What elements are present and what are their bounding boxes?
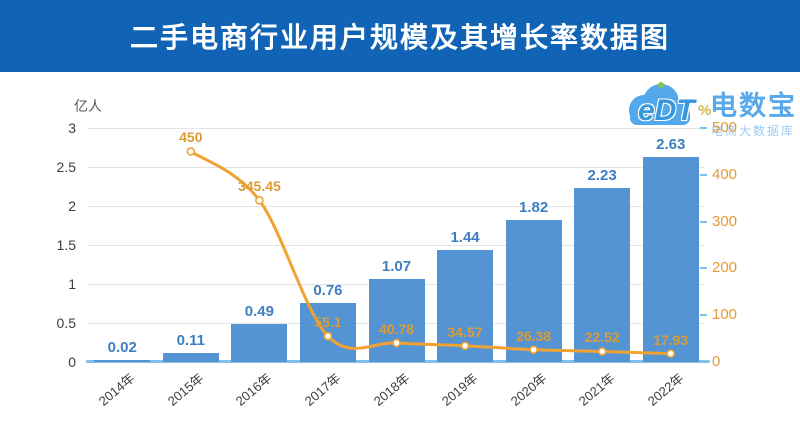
y-axis-label-left: 0 — [68, 354, 76, 370]
y-axis-label-right: 300 — [712, 212, 738, 230]
x-axis-label: 2022年 — [644, 370, 687, 409]
y-axis-label-right: 500 — [712, 119, 738, 136]
left-axis-unit: 亿人 — [74, 98, 102, 114]
right-axis-tick — [700, 267, 707, 270]
line-value-label: 17.93 — [653, 331, 689, 348]
line-value-label: 40.78 — [378, 320, 415, 337]
y-axis-label-left: 1 — [68, 276, 76, 292]
x-axis-label: 2020年 — [507, 370, 550, 409]
line-value-label: 450 — [179, 129, 203, 146]
bar-value-label: 0.02 — [107, 339, 137, 356]
bar — [94, 360, 151, 362]
y-axis-label-left: 2 — [68, 198, 76, 214]
y-axis-label-right: 200 — [712, 259, 738, 277]
line-value-label: 26.38 — [516, 327, 552, 344]
brand-logo: eDT % 电数宝 电商大数据库 — [618, 78, 800, 150]
bar-value-label: 1.07 — [381, 258, 412, 275]
logo-wordmark: eDT — [638, 94, 695, 127]
right-axis-tick — [700, 314, 707, 317]
bar — [299, 303, 356, 362]
right-axis-tick — [700, 173, 707, 176]
right-axis-tick — [700, 127, 707, 129]
x-axis-label: 2021年 — [575, 370, 618, 409]
x-axis-label: 2017年 — [301, 370, 344, 409]
x-axis-label: 2016年 — [233, 370, 275, 409]
right-axis-tick — [700, 220, 707, 223]
x-axis-label: 2019年 — [438, 370, 481, 409]
line-marker — [186, 147, 196, 156]
bar-value-label: 0.49 — [244, 303, 274, 320]
chart-title: 二手电商行业用户规模及其增长率数据图 — [129, 22, 670, 53]
line-value-label: 55.1 — [314, 314, 342, 331]
y-axis-label-left: 3 — [68, 120, 76, 136]
bar-value-label: 0.11 — [176, 332, 206, 349]
percent-icon: % — [698, 102, 712, 119]
bar-value-label: 2.63 — [656, 136, 686, 153]
gridline — [88, 127, 705, 129]
y-axis-label-right: 100 — [712, 306, 738, 324]
y-axis-label-right: 0 — [712, 353, 721, 370]
line-marker — [255, 196, 264, 205]
bar — [231, 324, 288, 362]
bar — [162, 353, 219, 362]
x-axis-label: 2014年 — [96, 370, 138, 409]
x-axis-label: 2018年 — [370, 370, 413, 409]
title-banner: 二手电商行业用户规模及其增长率数据图 — [0, 0, 800, 72]
y-axis-label-left: 0.5 — [56, 315, 76, 331]
line-value-label: 34.57 — [447, 323, 483, 340]
logo-brand-name: 电数宝 — [710, 91, 797, 121]
bar-value-label: 0.76 — [313, 282, 343, 299]
cloud-icon — [629, 82, 690, 125]
logo-subtitle: 电商大数据库 — [711, 124, 796, 138]
line-value-label: 22.52 — [584, 329, 620, 346]
bar — [437, 250, 494, 362]
bar-value-label: 1.44 — [450, 229, 480, 246]
x-axis-label: 2015年 — [164, 370, 207, 409]
y-axis-label-left: 2.5 — [56, 159, 76, 175]
y-axis-label-left: 1.5 — [56, 237, 76, 253]
leaf-accent-icon — [658, 82, 664, 88]
bar-value-label: 2.23 — [587, 167, 617, 184]
line-value-label: 345.45 — [237, 178, 281, 195]
bar-value-label: 1.82 — [519, 199, 549, 216]
y-axis-label-right: 400 — [712, 165, 738, 183]
